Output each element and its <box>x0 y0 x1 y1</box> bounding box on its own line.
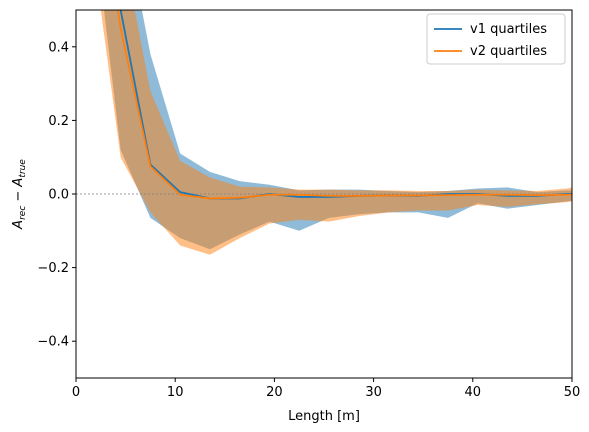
y-axis-ticks: −0.4 −0.2 0.0 0.2 0.4 <box>37 40 76 350</box>
y-tick-label: −0.4 <box>37 335 69 350</box>
y-tick-label: 0.2 <box>48 114 69 129</box>
y-tick-label: 0.4 <box>48 40 69 55</box>
x-tick-label: 10 <box>167 385 184 400</box>
legend-label-v1: v1 quartiles <box>470 22 547 37</box>
x-axis-label: Length [m] <box>288 409 360 424</box>
legend: v1 quartiles v2 quartiles <box>426 13 566 65</box>
x-tick-label: 50 <box>564 385 581 400</box>
x-tick-label: 20 <box>266 385 283 400</box>
x-tick-label: 30 <box>365 385 382 400</box>
x-axis-ticks: 0 10 20 30 40 50 <box>72 378 580 400</box>
median-line-series-2 <box>117 10 572 200</box>
y-tick-label: −0.2 <box>37 261 69 276</box>
legend-label-v2: v2 quartiles <box>470 44 547 59</box>
median-lines <box>117 10 572 200</box>
x-tick-label: 40 <box>465 385 482 400</box>
y-axis-label: Arec − Atrue <box>11 159 28 230</box>
x-tick-label: 0 <box>72 385 80 400</box>
y-tick-label: 0.0 <box>48 188 69 203</box>
